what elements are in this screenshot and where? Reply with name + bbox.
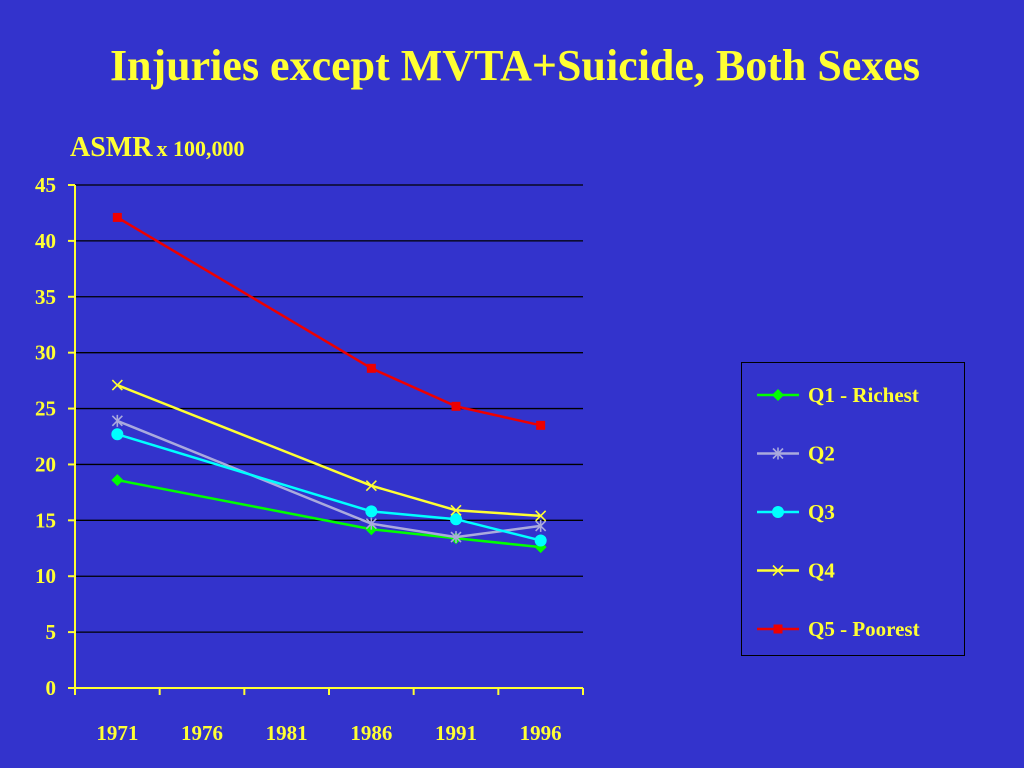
x-tick-label: 1976 [181,721,223,745]
legend-marker [772,389,784,401]
legend-label: Q3 [808,500,835,524]
y-tick-label: 30 [35,341,56,365]
data-point [111,414,123,427]
legend-label: Q5 - Poorest [808,617,920,641]
data-point [366,363,376,373]
series-line [117,478,541,549]
data-point [534,534,547,547]
x-tick-label: 1981 [266,721,308,745]
series-5 [112,212,546,430]
legend-label: Q4 [808,559,835,583]
series-line [116,216,541,427]
data-point-stroke [111,379,123,391]
legend-item: Q1 - Richest [757,383,919,407]
legend-label: Q1 - Richest [808,383,919,407]
x-tick-label: 1971 [96,721,138,745]
legend-label: Q2 [808,442,835,466]
series-1 [111,474,547,554]
data-point [112,212,122,222]
y-tick-label: 10 [35,564,56,588]
legend [741,362,965,656]
data-point-stroke [450,504,462,516]
x-tick-label: 1986 [350,721,392,745]
series-line [116,433,541,542]
legend-marker [772,564,784,577]
y-axis-label: ASMR x 100,000 [70,128,244,172]
x-tick-label: 1996 [520,721,562,745]
data-point [365,480,377,492]
legend-marker [772,447,784,460]
x-tick-label: 1991 [435,721,477,745]
data-point [450,531,462,544]
legend-item: Q5 - Poorest [757,617,920,641]
data-point [535,519,547,532]
y-tick-label: 40 [35,229,56,253]
legend-item: Q3 [757,500,835,524]
y-tick-label: 15 [35,508,56,532]
data-point [111,428,124,441]
data-point [365,505,378,518]
y-tick-label: 45 [35,173,56,197]
y-tick-label: 20 [35,452,56,476]
data-point [450,513,462,526]
data-point-stroke [365,480,377,492]
series-line [116,383,541,518]
data-point [365,517,377,530]
legend-marker [773,624,783,634]
y-tick-label: 25 [35,397,56,421]
data-point [536,420,546,430]
data-point [535,510,547,522]
series-2 [111,414,547,544]
slide-title: Injuries except MVTA+Suicide, Both Sexes [109,41,921,90]
y-axis-label-unit: x 100,000 [156,136,245,161]
legend-marker-stroke [772,564,784,577]
y-axis-label-main: ASMR [70,132,153,163]
data-point-stroke [535,510,547,522]
data-point [111,379,123,391]
y-tick-label: 35 [35,285,56,309]
series-3 [111,428,547,547]
legend-item: Q2 [757,442,835,466]
series-line [116,419,541,539]
y-tick-label: 5 [46,620,57,644]
y-tick-label: 0 [46,676,57,700]
data-point [450,504,462,516]
legend-item: Q4 [757,559,835,583]
legend-marker [772,506,784,518]
data-point [111,474,124,487]
series-4 [111,379,547,522]
data-point [451,401,461,411]
